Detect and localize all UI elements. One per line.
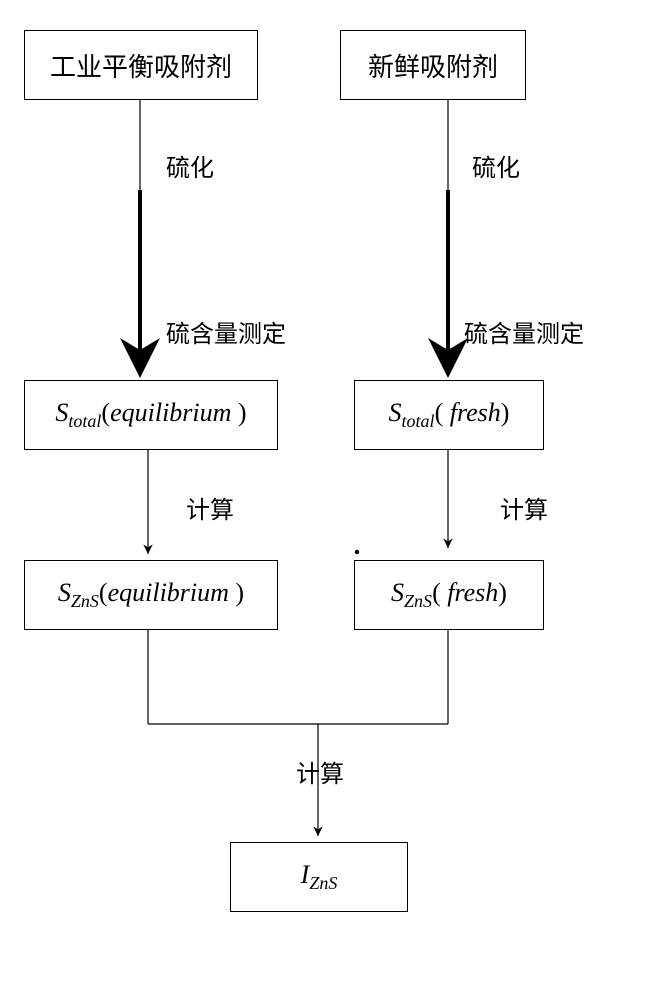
edge-label-calc-merge: 计算 bbox=[296, 754, 344, 789]
node-formula: Stotal( fresh) bbox=[389, 398, 510, 432]
edge-label-sulfurization-right: 硫化 bbox=[472, 148, 520, 183]
node-formula: SZnS(equilibrium ) bbox=[58, 578, 244, 612]
node-i-zns: IZnS bbox=[230, 842, 408, 912]
node-s-zns-equilibrium: SZnS(equilibrium ) bbox=[24, 560, 278, 630]
node-label: 新鲜吸附剂 bbox=[368, 47, 498, 84]
node-s-zns-fresh: SZnS( fresh) bbox=[354, 560, 544, 630]
node-fresh-adsorbent: 新鲜吸附剂 bbox=[340, 30, 526, 100]
edge-label-sulfurization-left: 硫化 bbox=[166, 148, 214, 183]
node-s-total-fresh: Stotal( fresh) bbox=[354, 380, 544, 450]
edge-label-calc-right: 计算 bbox=[500, 490, 548, 525]
edge-label-calc-left: 计算 bbox=[186, 490, 234, 525]
node-label: 工业平衡吸附剂 bbox=[50, 47, 232, 84]
node-formula: SZnS( fresh) bbox=[391, 578, 507, 612]
node-formula: Stotal(equilibrium ) bbox=[55, 398, 246, 432]
edge-label-sulfur-content-left: 硫含量测定 bbox=[166, 314, 286, 349]
node-formula: IZnS bbox=[301, 860, 338, 894]
node-s-total-equilibrium: Stotal(equilibrium ) bbox=[24, 380, 278, 450]
node-industrial-equilibrium-adsorbent: 工业平衡吸附剂 bbox=[24, 30, 258, 100]
edge-label-sulfur-content-right: 硫含量测定 bbox=[464, 314, 584, 349]
